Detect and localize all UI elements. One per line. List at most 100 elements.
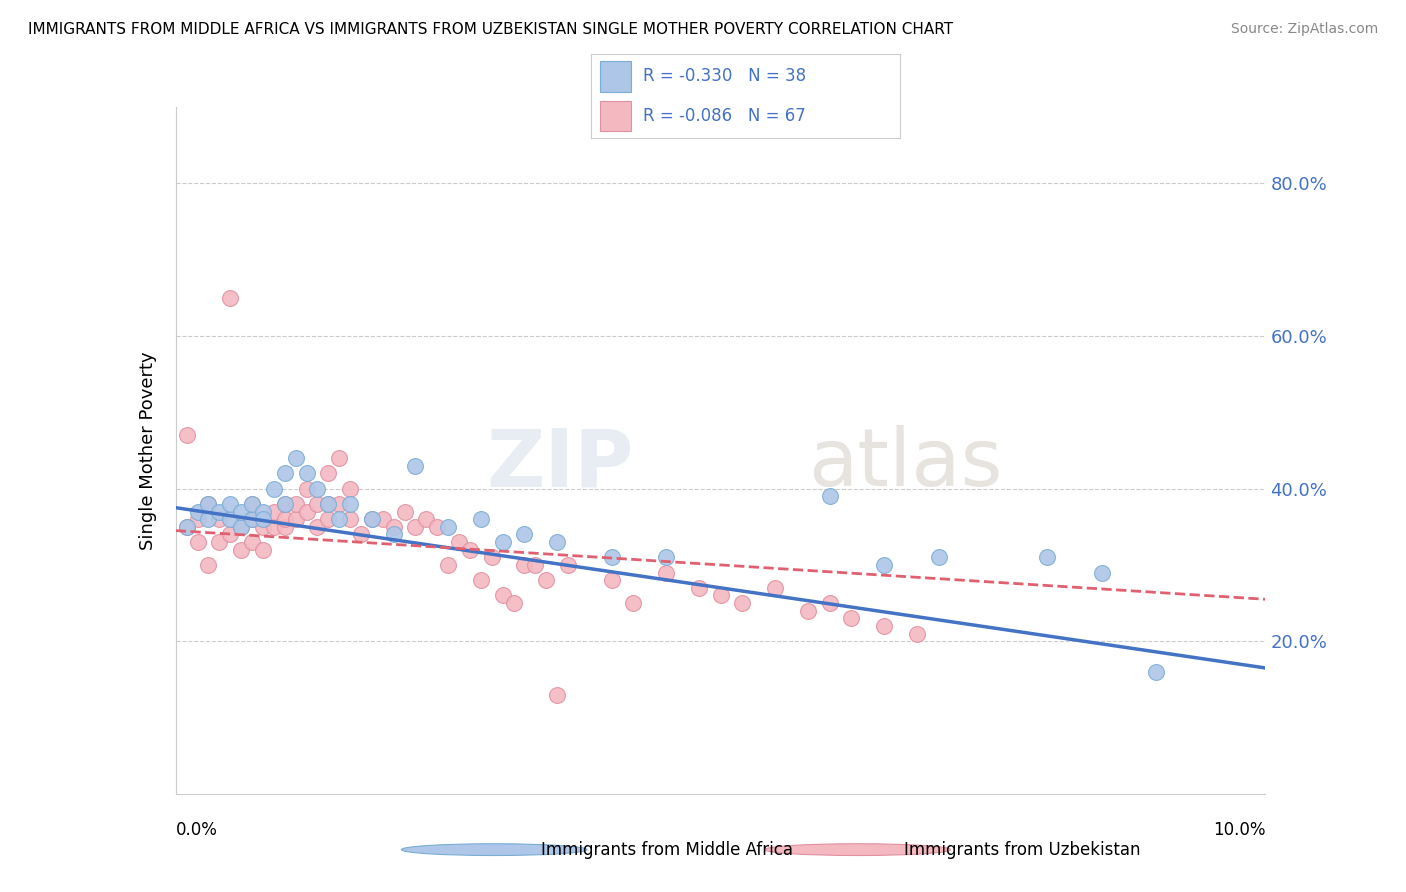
Point: [274, 520, 297, 534]
Point: [382, 520, 405, 534]
Point: [470, 573, 492, 587]
Point: [873, 558, 896, 572]
Point: [307, 497, 329, 511]
Point: [600, 573, 623, 587]
Point: [318, 467, 340, 481]
Point: [295, 482, 318, 496]
Bar: [600, 101, 631, 131]
Text: Source: ZipAtlas.com: Source: ZipAtlas.com: [1230, 22, 1378, 37]
Point: [328, 512, 350, 526]
Point: [240, 497, 263, 511]
Point: [219, 512, 242, 526]
Point: [731, 596, 754, 610]
Point: [176, 520, 198, 534]
Text: R = -0.086   N = 67: R = -0.086 N = 67: [643, 107, 806, 125]
Point: [284, 512, 307, 526]
Point: [360, 512, 382, 526]
Point: [1091, 566, 1114, 580]
Text: 0.0%: 0.0%: [176, 822, 218, 839]
Text: Immigrants from Uzbekistan: Immigrants from Uzbekistan: [904, 840, 1140, 859]
Text: ZIP: ZIP: [486, 425, 633, 503]
Point: [284, 497, 307, 511]
Point: [274, 497, 297, 511]
Point: [197, 497, 219, 511]
Point: [426, 520, 449, 534]
Point: [710, 589, 733, 603]
Point: [176, 428, 198, 442]
Point: [818, 596, 841, 610]
Point: [318, 497, 340, 511]
Point: [600, 550, 623, 565]
Point: [186, 535, 209, 549]
Point: [382, 527, 405, 541]
Point: [621, 596, 644, 610]
Point: [307, 482, 329, 496]
Point: [176, 520, 198, 534]
Point: [339, 482, 361, 496]
Point: [546, 535, 568, 549]
Point: [415, 512, 437, 526]
Point: [219, 497, 242, 511]
Point: [1036, 550, 1059, 565]
Point: [197, 558, 219, 572]
Point: [546, 688, 568, 702]
Point: [492, 589, 515, 603]
Text: atlas: atlas: [807, 425, 1002, 503]
Point: [295, 467, 318, 481]
Point: [186, 504, 209, 518]
Point: [240, 497, 263, 511]
Point: [339, 512, 361, 526]
Point: [928, 550, 950, 565]
Point: [470, 512, 492, 526]
Text: Immigrants from Middle Africa: Immigrants from Middle Africa: [541, 840, 793, 859]
Point: [328, 497, 350, 511]
Point: [263, 520, 285, 534]
Point: [655, 566, 678, 580]
Text: IMMIGRANTS FROM MIDDLE AFRICA VS IMMIGRANTS FROM UZBEKISTAN SINGLE MOTHER POVERT: IMMIGRANTS FROM MIDDLE AFRICA VS IMMIGRA…: [28, 22, 953, 37]
Point: [208, 504, 231, 518]
Point: [905, 626, 928, 640]
Point: [394, 504, 416, 518]
Circle shape: [402, 844, 588, 855]
Text: 10.0%: 10.0%: [1213, 822, 1265, 839]
Point: [405, 520, 427, 534]
Point: [231, 520, 253, 534]
Point: [186, 512, 209, 526]
Point: [263, 482, 285, 496]
Point: [240, 535, 263, 549]
Point: [328, 451, 350, 466]
Circle shape: [765, 844, 950, 855]
Point: [1144, 665, 1167, 679]
Point: [360, 512, 382, 526]
Point: [524, 558, 547, 572]
Point: [339, 497, 361, 511]
Point: [252, 542, 274, 557]
Point: [274, 467, 297, 481]
Y-axis label: Single Mother Poverty: Single Mother Poverty: [139, 351, 157, 549]
Point: [274, 512, 297, 526]
Point: [240, 512, 263, 526]
Point: [208, 512, 231, 526]
Point: [252, 504, 274, 518]
Text: R = -0.330   N = 38: R = -0.330 N = 38: [643, 68, 806, 86]
Point: [231, 504, 253, 518]
Point: [307, 520, 329, 534]
Point: [481, 550, 503, 565]
Point: [197, 512, 219, 526]
Point: [447, 535, 470, 549]
Point: [208, 535, 231, 549]
Point: [513, 558, 536, 572]
Point: [534, 573, 557, 587]
Point: [295, 504, 318, 518]
Point: [231, 542, 253, 557]
Point: [371, 512, 394, 526]
Point: [284, 451, 307, 466]
Point: [263, 504, 285, 518]
Point: [252, 512, 274, 526]
Point: [502, 596, 524, 610]
Point: [458, 542, 481, 557]
Point: [873, 619, 896, 633]
Point: [688, 581, 710, 595]
Point: [492, 535, 515, 549]
Point: [513, 527, 536, 541]
